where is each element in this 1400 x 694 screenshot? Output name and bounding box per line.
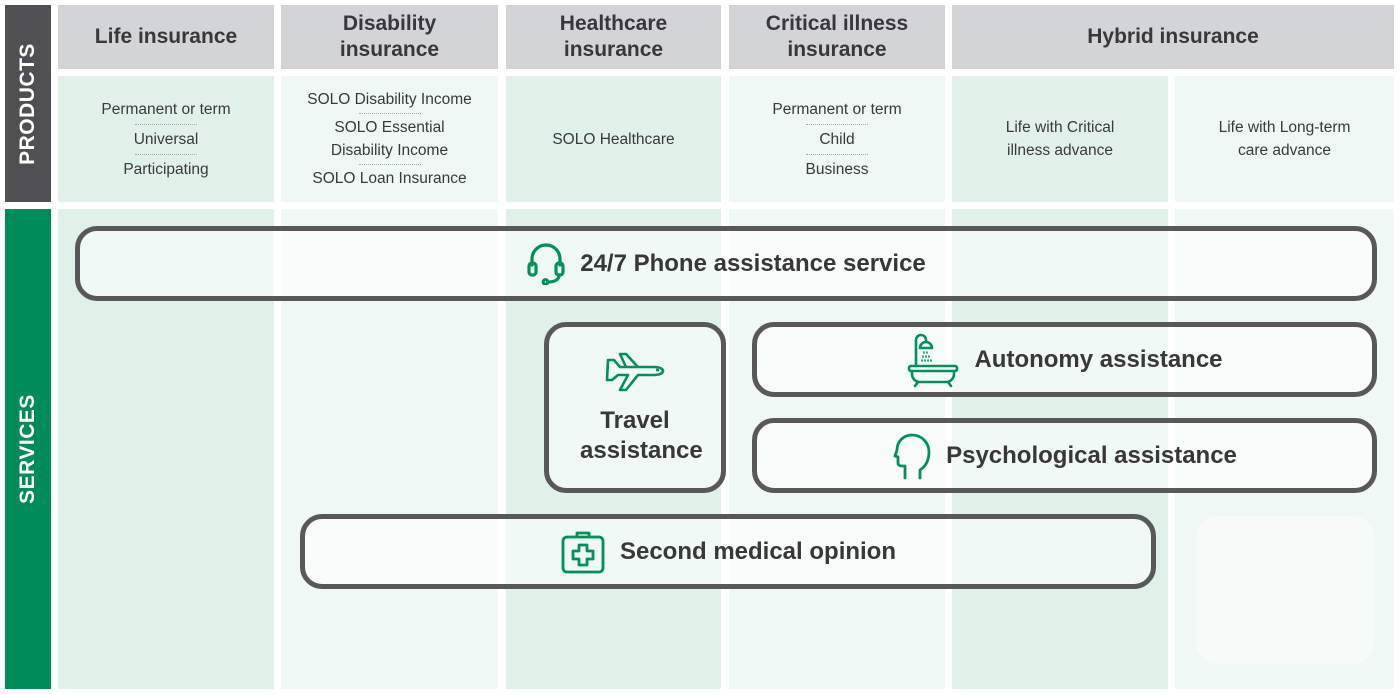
services-side-label: SERVICES bbox=[5, 209, 51, 689]
medical-kit-icon bbox=[560, 529, 606, 575]
dotted-divider bbox=[358, 113, 421, 114]
service-autonomy-assistance: Autonomy assistance bbox=[752, 322, 1377, 397]
header-life-insurance: Life insurance bbox=[58, 5, 274, 69]
dotted-divider bbox=[358, 164, 421, 165]
service-label: Second medical opinion bbox=[619, 537, 897, 565]
header-label: Hybrid insurance bbox=[1087, 25, 1259, 48]
dotted-divider bbox=[806, 153, 868, 155]
service-travel-assistance: Travel assistance bbox=[544, 322, 726, 493]
services-label: SERVICES bbox=[16, 394, 40, 504]
service-label: Travel assistance bbox=[580, 406, 703, 464]
dotted-divider bbox=[135, 123, 197, 125]
service-label: 24/7 Phone assistance service bbox=[580, 249, 926, 277]
products-label: PRODUCTS bbox=[16, 42, 39, 165]
products-side-label: PRODUCTS bbox=[5, 5, 51, 202]
products-life: Permanent or term Universal Participatin… bbox=[58, 76, 274, 202]
empty-placeholder-box bbox=[1196, 516, 1374, 664]
bathtub-shower-icon bbox=[906, 332, 960, 388]
product-item: Participating bbox=[123, 160, 209, 178]
service-label: Autonomy assistance bbox=[974, 345, 1223, 373]
product-item: SOLO Disability Income bbox=[307, 91, 472, 108]
service-phone-assistance: 24/7 Phone assistance service bbox=[75, 226, 1377, 301]
header-healthcare-insurance: Healthcare insurance bbox=[506, 5, 721, 69]
product-item: Universal bbox=[133, 130, 199, 148]
header-critical-illness-insurance: Critical illness insurance bbox=[729, 5, 945, 69]
header-label: Healthcare insurance bbox=[559, 12, 668, 61]
product-item: Business bbox=[805, 160, 869, 178]
header-label: Critical illness insurance bbox=[765, 12, 909, 61]
products-disability: SOLO Disability Income SOLO Essential Di… bbox=[281, 76, 498, 202]
service-psychological-assistance: Psychological assistance bbox=[752, 418, 1377, 493]
product-item: Permanent or term bbox=[101, 100, 231, 118]
products-hybrid-longterm: Life with Long-term care advance bbox=[1175, 76, 1394, 202]
products-critical-illness: Permanent or term Child Business bbox=[729, 76, 945, 202]
product-item: Life with Critical illness advance bbox=[1005, 119, 1115, 159]
headset-icon bbox=[526, 242, 566, 285]
product-item: Permanent or term bbox=[772, 100, 902, 118]
header-hybrid-insurance: Hybrid insurance bbox=[952, 5, 1394, 69]
product-item: Life with Long-term care advance bbox=[1218, 119, 1351, 159]
header-label: Life insurance bbox=[94, 25, 238, 48]
dotted-divider bbox=[135, 153, 197, 155]
head-profile-icon bbox=[892, 432, 932, 480]
airplane-icon bbox=[604, 350, 666, 392]
product-item: SOLO Healthcare bbox=[552, 130, 675, 148]
product-item: SOLO Loan Insurance bbox=[312, 170, 467, 187]
product-item: SOLO Essential Disability Income bbox=[330, 119, 449, 159]
service-label: Psychological assistance bbox=[946, 441, 1237, 469]
products-healthcare: SOLO Healthcare bbox=[506, 76, 721, 202]
products-hybrid-critical: Life with Critical illness advance bbox=[952, 76, 1168, 202]
dotted-divider bbox=[806, 123, 868, 125]
header-label: Disability insurance bbox=[339, 12, 440, 61]
header-disability-insurance: Disability insurance bbox=[281, 5, 498, 69]
product-item: Child bbox=[819, 130, 855, 148]
service-second-medical-opinion: Second medical opinion bbox=[300, 514, 1156, 589]
